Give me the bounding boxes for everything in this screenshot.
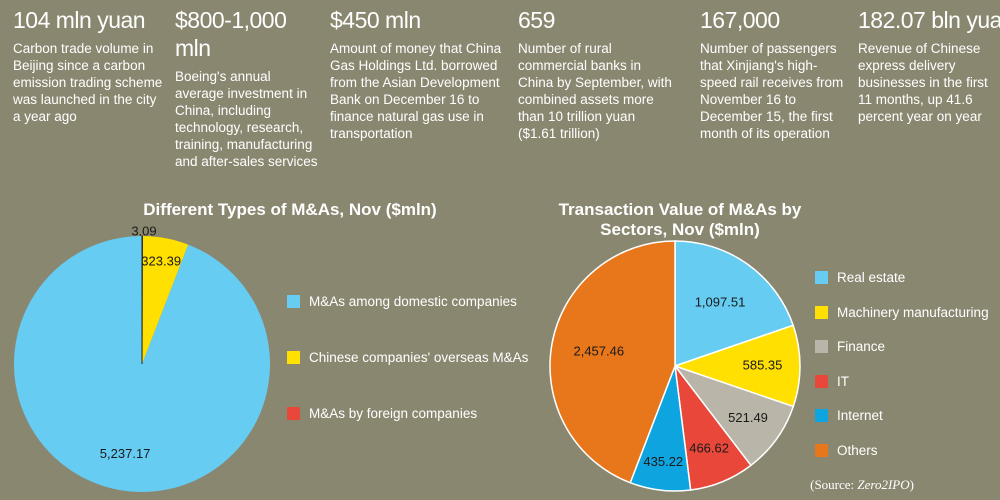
legend-swatch <box>287 351 300 364</box>
stat-description: Number of passengers that Xinjiang's hig… <box>700 41 844 141</box>
data-label: 585.35 <box>743 357 783 372</box>
stat-block-6: 182.07 bln yuan Revenue of Chinese expre… <box>858 6 1000 125</box>
stat-block-4: 659 Number of rural commercial banks in … <box>518 6 673 142</box>
stat-block-1: 104 mln yuan Carbon trade volume in Beij… <box>13 6 165 125</box>
stat-value: 104 mln yuan <box>13 7 146 33</box>
stat-description: Number of rural commercial banks in Chin… <box>518 41 672 141</box>
legend-label: Chinese companies' overseas M&As <box>309 350 529 365</box>
stat-value: $450 mln <box>330 7 421 33</box>
legend-label: Machinery manufacturing <box>837 304 989 320</box>
legend-swatch <box>815 305 828 319</box>
pie-slice <box>549 240 676 484</box>
data-label: 5,237.17 <box>100 446 151 461</box>
pie-chart-0: 5,237.17 323.39 3.09 <box>13 223 270 492</box>
legend-label: Internet <box>837 408 883 423</box>
stat-value: $800-1,000 mln <box>175 7 287 61</box>
pie-slice <box>142 236 189 364</box>
pie-chart-1: 1,097.51 585.35 521.49 466.62 435.22 2,457.46 <box>549 240 801 492</box>
stat-block-2: $800-1,000 mln Boeing's annual average i… <box>175 6 320 170</box>
stat-description: Carbon trade volume in Beijing since a c… <box>13 41 163 124</box>
stat-description: Boeing's annual average investment in Ch… <box>175 69 318 169</box>
data-label: 3.09 <box>131 223 156 238</box>
legend-label: Others <box>837 442 878 458</box>
pie-slice <box>672 324 801 408</box>
data-label: 521.49 <box>728 410 768 425</box>
chart-title-sectors: Transaction Value of M&As by Sectors, No… <box>558 200 802 239</box>
stat-value: 182.07 bln yuan <box>858 7 1000 33</box>
legend-label: Finance <box>837 339 886 354</box>
legend-label: Real estate <box>837 270 906 285</box>
chart-title-types: Different Types of M&As, Nov ($mln) <box>143 200 437 219</box>
legend-swatch <box>287 407 300 420</box>
legend-swatch <box>815 443 828 457</box>
stat-description: Amount of money that China Gas Holdings … <box>330 41 502 141</box>
legend-swatch <box>815 409 828 422</box>
stat-description: Revenue of Chinese express delivery busi… <box>858 41 988 124</box>
legend-label: IT <box>837 373 849 389</box>
legend-label: M&As by foreign companies <box>309 406 478 421</box>
legend-label: M&As among domestic companies <box>309 294 517 309</box>
stat-block-5: 167,000 Number of passengers that Xinjia… <box>700 6 850 142</box>
stat-value: 167,000 <box>700 7 780 33</box>
data-label: 2,457.46 <box>573 343 624 358</box>
source-name: Zero2IPO <box>857 477 910 492</box>
legend-swatch <box>815 374 828 388</box>
stat-block-3: $450 mln Amount of money that China Gas … <box>330 6 505 142</box>
legend-swatch <box>815 271 828 284</box>
legend-swatch <box>815 340 828 353</box>
data-label: 466.62 <box>689 441 729 456</box>
legend-swatch <box>287 295 300 308</box>
source-note: (Source: Zero2IPO) <box>810 477 914 492</box>
data-label: 1,097.51 <box>695 294 746 309</box>
data-label: 435.22 <box>643 454 683 469</box>
stat-value: 659 <box>518 7 555 33</box>
data-label: 323.39 <box>141 254 181 269</box>
